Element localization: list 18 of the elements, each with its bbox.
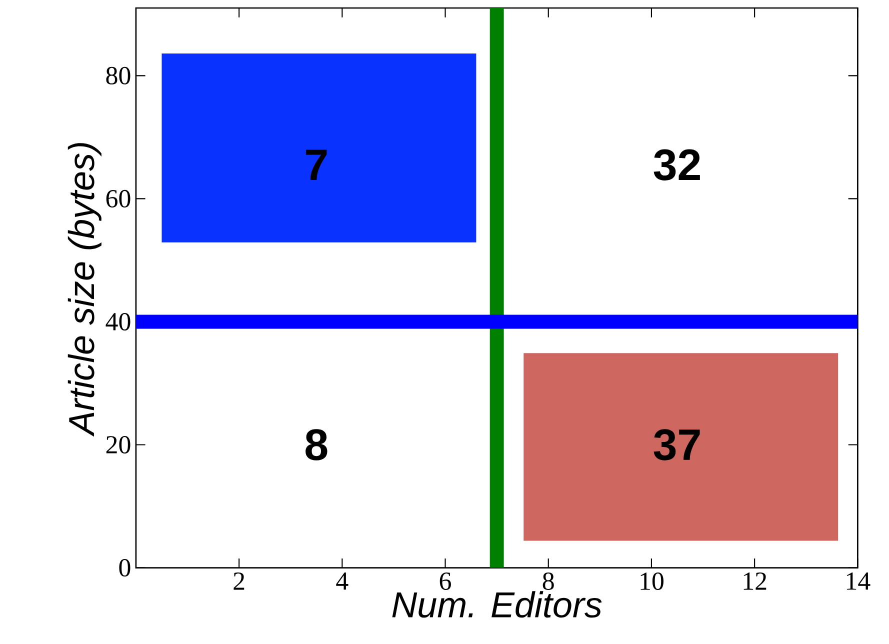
y-tick-label: 40 xyxy=(106,313,130,331)
annotation: 37 xyxy=(654,429,700,460)
x-tick-label: 4 xyxy=(336,572,348,590)
annotation: 8 xyxy=(306,429,328,460)
x-tick-label: 10 xyxy=(640,572,664,590)
x-axis-title: Num. Editors xyxy=(392,591,602,618)
y-axis-title: Article size (bytes) xyxy=(68,143,102,437)
x-tick-label: 2 xyxy=(234,572,244,590)
annotation: 7 xyxy=(306,150,327,180)
x-tick-label: 6 xyxy=(440,572,451,590)
y-tick-label: 20 xyxy=(106,436,130,454)
y-tick-label: 60 xyxy=(106,190,130,208)
y-tick-label: 80 xyxy=(106,67,130,85)
x-tick-label: 12 xyxy=(744,572,766,590)
x-tick-label: 14 xyxy=(846,572,870,590)
annotation: 32 xyxy=(654,149,700,181)
x-tick-label: 8 xyxy=(542,572,554,590)
y-tick-label: 0 xyxy=(119,559,130,577)
